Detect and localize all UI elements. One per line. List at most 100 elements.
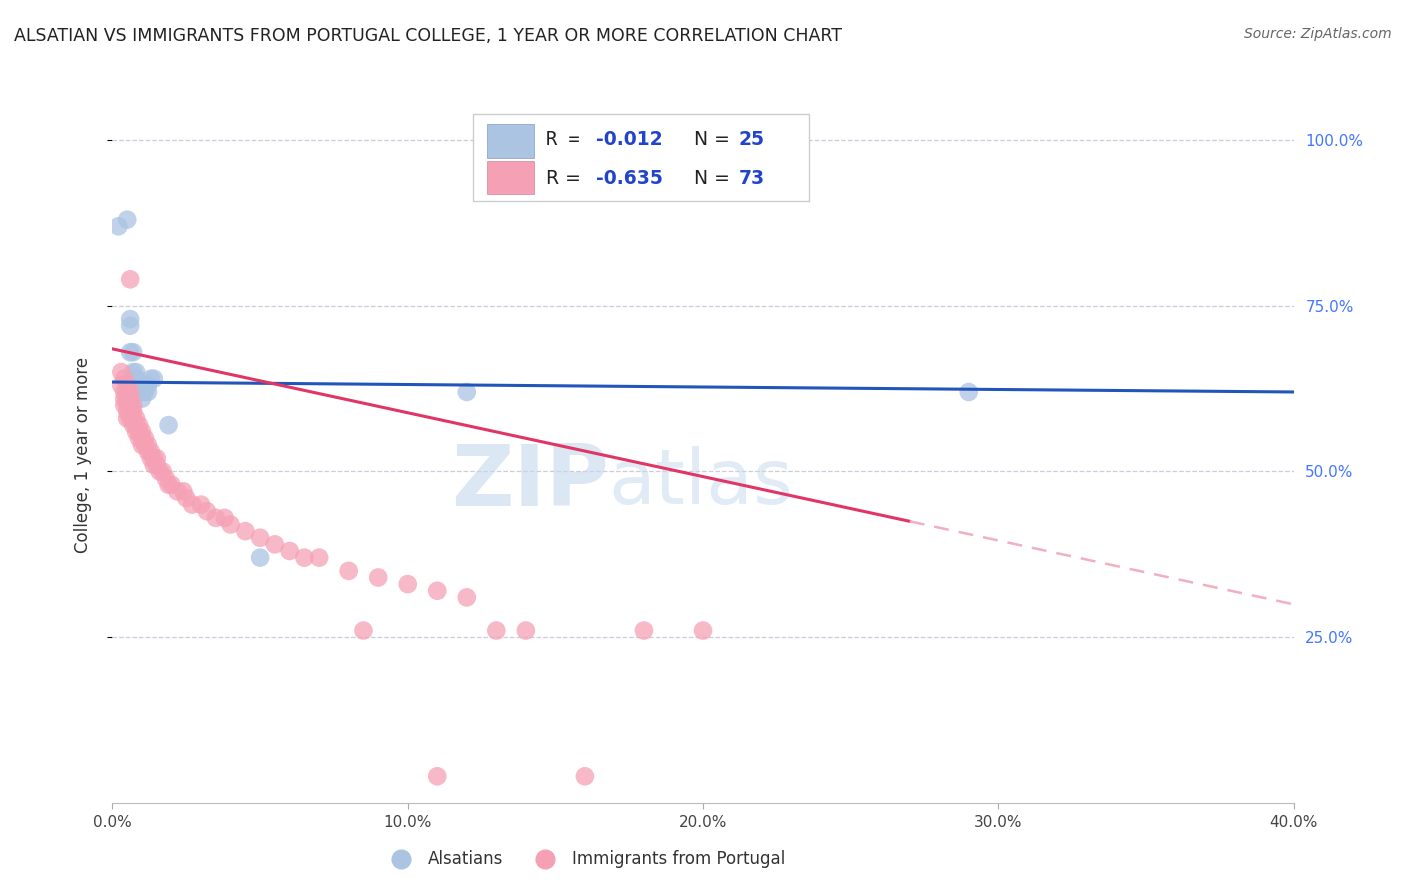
Point (112, 392, 135, 406)
Point (128, 431, 150, 445)
Point (120, 384, 142, 399)
Text: ZIP: ZIP (451, 442, 609, 524)
Text: ALSATIAN VS IMMIGRANTS FROM PORTUGAL COLLEGE, 1 YEAR OR MORE CORRELATION CHART: ALSATIAN VS IMMIGRANTS FROM PORTUGAL COL… (14, 27, 842, 45)
Point (157, 477, 180, 491)
Point (396, 577, 419, 591)
Point (125, 418, 148, 433)
Point (139, 444, 162, 458)
Point (125, 372, 148, 386)
Point (308, 550, 330, 565)
Y-axis label: College, 1 year or more: College, 1 year or more (73, 357, 91, 553)
Point (117, 398, 138, 412)
Text: atlas: atlas (609, 446, 793, 520)
Point (128, 378, 150, 392)
Text: R =: R = (546, 130, 591, 149)
Point (155, 471, 177, 485)
Point (122, 405, 145, 419)
Text: -0.635: -0.635 (596, 169, 662, 187)
Point (125, 411, 148, 425)
Point (957, 384, 980, 399)
Text: -0.012: -0.012 (596, 130, 662, 149)
Point (485, 624, 508, 638)
Legend: Alsatians, Immigrants from Portugal: Alsatians, Immigrants from Portugal (378, 843, 792, 874)
Point (367, 570, 389, 584)
Point (117, 411, 138, 425)
Point (120, 272, 142, 286)
Point (134, 378, 156, 392)
Point (110, 378, 132, 392)
Point (117, 384, 138, 399)
Point (120, 398, 142, 412)
Point (142, 372, 165, 386)
Point (120, 411, 142, 425)
Point (352, 624, 374, 638)
Point (134, 431, 156, 445)
Point (117, 392, 138, 406)
Point (122, 411, 145, 425)
Point (131, 392, 153, 406)
Point (136, 438, 159, 452)
Point (131, 438, 153, 452)
Point (172, 484, 194, 499)
Point (426, 769, 449, 783)
Point (112, 384, 135, 399)
Point (249, 550, 271, 565)
Point (139, 451, 162, 466)
Point (120, 345, 142, 359)
Point (122, 345, 145, 359)
Point (122, 365, 145, 379)
Bar (486, 124, 534, 158)
Point (264, 537, 287, 551)
Point (134, 438, 156, 452)
Point (134, 384, 156, 399)
Point (131, 378, 153, 392)
Point (160, 477, 183, 491)
Point (120, 318, 142, 333)
Point (120, 312, 142, 326)
Point (120, 405, 142, 419)
Point (112, 398, 135, 412)
Point (205, 511, 228, 525)
Point (278, 544, 301, 558)
Point (219, 517, 242, 532)
Point (426, 583, 449, 598)
Text: N =: N = (682, 169, 735, 187)
Point (139, 372, 162, 386)
Point (692, 624, 714, 638)
Point (166, 484, 188, 499)
Text: R =: R = (546, 169, 586, 187)
Point (249, 531, 271, 545)
Point (117, 378, 138, 392)
Point (149, 465, 172, 479)
Text: 25: 25 (738, 130, 765, 149)
Point (131, 384, 153, 399)
Text: 73: 73 (738, 169, 765, 187)
Point (120, 392, 142, 406)
Point (128, 425, 150, 439)
Point (456, 384, 478, 399)
Point (233, 524, 256, 538)
Point (574, 769, 596, 783)
Point (117, 212, 138, 227)
Point (456, 591, 478, 605)
Point (110, 365, 132, 379)
Point (128, 418, 150, 433)
Point (131, 425, 153, 439)
Point (292, 550, 315, 565)
Point (128, 384, 150, 399)
Point (142, 458, 165, 472)
Point (174, 491, 197, 505)
Point (136, 384, 159, 399)
Point (117, 405, 138, 419)
Point (146, 458, 169, 472)
Point (125, 378, 148, 392)
Point (125, 425, 148, 439)
Point (125, 365, 148, 379)
Point (195, 504, 218, 518)
Point (142, 451, 165, 466)
Point (214, 511, 236, 525)
Point (152, 465, 174, 479)
Bar (486, 161, 534, 194)
Point (112, 372, 135, 386)
Text: N =: N = (682, 130, 735, 149)
